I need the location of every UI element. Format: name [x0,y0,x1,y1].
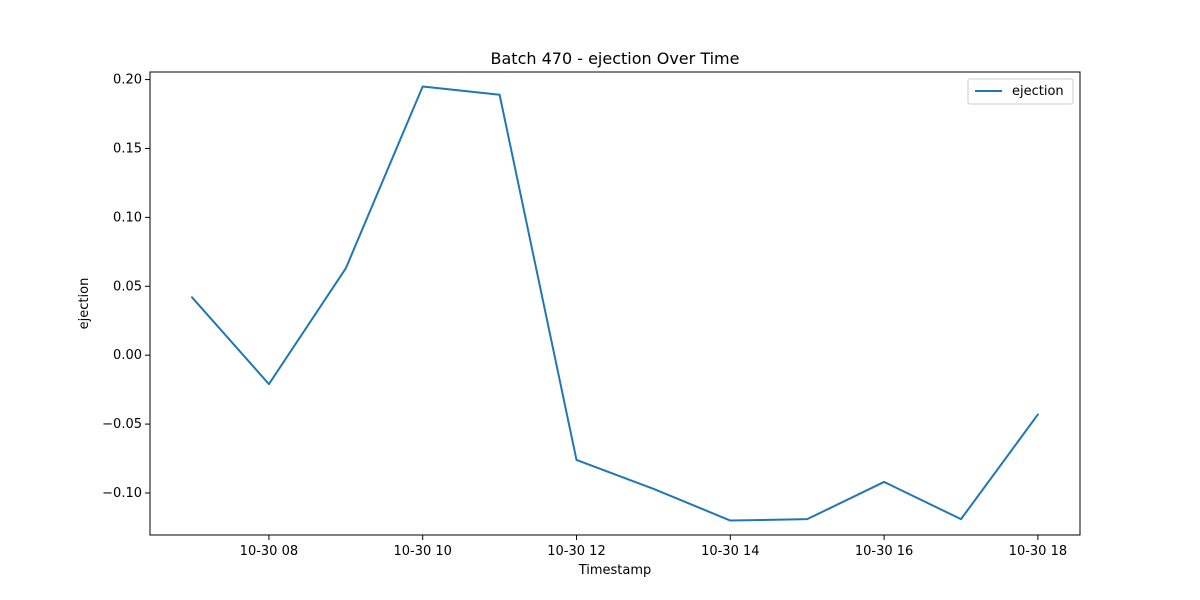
plot-frame [149,71,1081,536]
y-tick-label: 0.05 [113,279,142,294]
y-axis-label: ejection [77,278,92,330]
y-tick-label: −0.05 [102,417,142,432]
x-tick-label: 10-30 12 [547,544,605,559]
chart-title: Batch 470 - ejection Over Time [491,49,740,68]
legend-label: ejection [1012,84,1064,99]
legend: ejection [967,78,1074,105]
y-tick-label: −0.10 [102,486,142,501]
y-tick-label: 0.00 [113,348,142,363]
x-tick-label: 10-30 10 [393,544,451,559]
legend-box [967,78,1074,105]
plot-layer: −0.10 −0.05 0.00 0.05 0.10 0.15 0.20 10-30 08 10… [102,71,1081,559]
series-line-ejection [191,85,1039,522]
x-tick-label: 10-30 16 [855,544,913,559]
x-tick-label: 10-30 14 [701,544,759,559]
x-axis-label: Timestamp [578,563,652,578]
y-tick-label: 0.20 [113,73,142,88]
x-tick-label: 10-30 08 [240,544,298,559]
y-tick-label: 0.15 [113,141,142,156]
y-tick-label: 0.10 [113,210,142,225]
x-tick-label: 10-30 18 [1009,544,1067,559]
